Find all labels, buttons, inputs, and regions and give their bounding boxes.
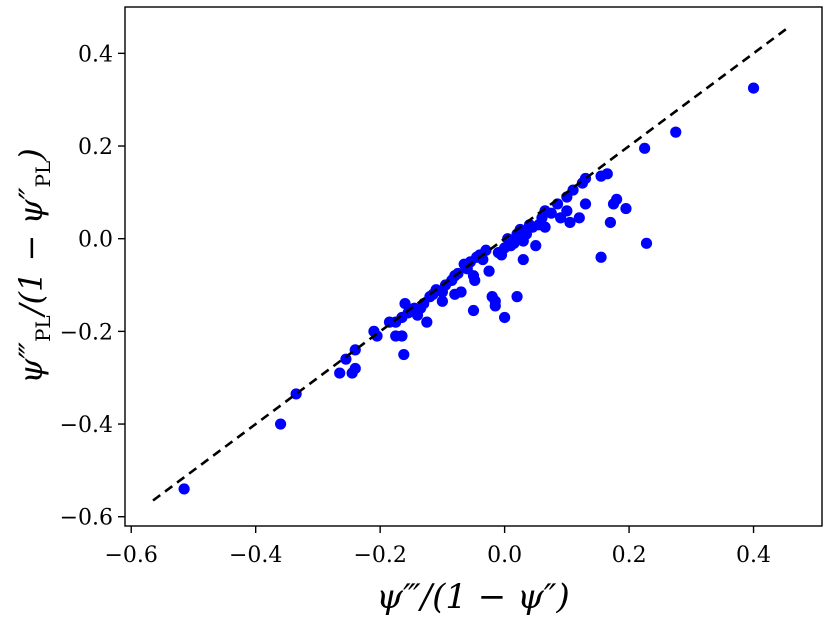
data-point bbox=[178, 483, 190, 495]
x-tick-label: 0.4 bbox=[736, 543, 771, 568]
y-tick-label: 0.2 bbox=[78, 135, 113, 160]
data-point bbox=[517, 253, 529, 266]
data-point bbox=[399, 297, 411, 310]
reference-line-dashed bbox=[152, 26, 789, 502]
data-point bbox=[561, 205, 573, 217]
data-point bbox=[455, 286, 467, 298]
data-point bbox=[396, 330, 408, 342]
data-point bbox=[483, 265, 495, 277]
plot-frame bbox=[124, 6, 823, 527]
x-tick-label: −0.6 bbox=[105, 543, 158, 568]
x-axis-label: ψ‴/(1 − ψ″) bbox=[376, 577, 569, 617]
y-axis: −0.6 −0.4 −0.2 0.0 0.2 0.4 bbox=[60, 42, 125, 531]
data-point bbox=[530, 240, 542, 252]
data-point bbox=[747, 82, 760, 94]
x-tick-label: −0.2 bbox=[353, 543, 406, 568]
data-point bbox=[579, 198, 592, 210]
data-point bbox=[349, 362, 361, 375]
data-point bbox=[604, 216, 617, 229]
data-point bbox=[274, 418, 287, 430]
data-points bbox=[178, 82, 760, 495]
y-tick-label: 0.0 bbox=[78, 228, 113, 253]
data-point bbox=[601, 168, 613, 180]
y-axis-label: ψ‴PL/(1 − ψ″PL) bbox=[12, 148, 55, 384]
data-point bbox=[564, 216, 576, 229]
y-tick-label: 0.4 bbox=[78, 42, 113, 67]
x-tick-label: −0.4 bbox=[229, 543, 282, 568]
data-point bbox=[436, 295, 448, 307]
data-point bbox=[511, 291, 523, 303]
data-point bbox=[670, 126, 682, 138]
data-point bbox=[508, 237, 520, 249]
x-tick-label: 0.0 bbox=[487, 543, 522, 568]
x-axis: −0.6 −0.4 −0.2 0.0 0.2 0.4 bbox=[105, 526, 771, 568]
data-point bbox=[595, 251, 607, 263]
data-point bbox=[639, 142, 651, 154]
data-point bbox=[611, 193, 623, 205]
data-point bbox=[620, 202, 632, 215]
y-tick-label: −0.2 bbox=[60, 320, 113, 345]
data-point bbox=[467, 304, 480, 317]
y-tick-label: −0.6 bbox=[60, 506, 113, 531]
data-point bbox=[489, 300, 501, 312]
data-point bbox=[334, 367, 346, 379]
data-point bbox=[469, 274, 481, 287]
data-point bbox=[539, 221, 551, 233]
data-point bbox=[499, 311, 511, 324]
data-point bbox=[421, 316, 433, 328]
data-point bbox=[640, 237, 653, 249]
data-point bbox=[371, 330, 383, 342]
x-tick-label: 0.2 bbox=[612, 543, 647, 568]
y-tick-label: −0.4 bbox=[60, 413, 113, 438]
data-point bbox=[573, 212, 585, 224]
data-point bbox=[545, 207, 557, 219]
data-point bbox=[398, 348, 410, 361]
